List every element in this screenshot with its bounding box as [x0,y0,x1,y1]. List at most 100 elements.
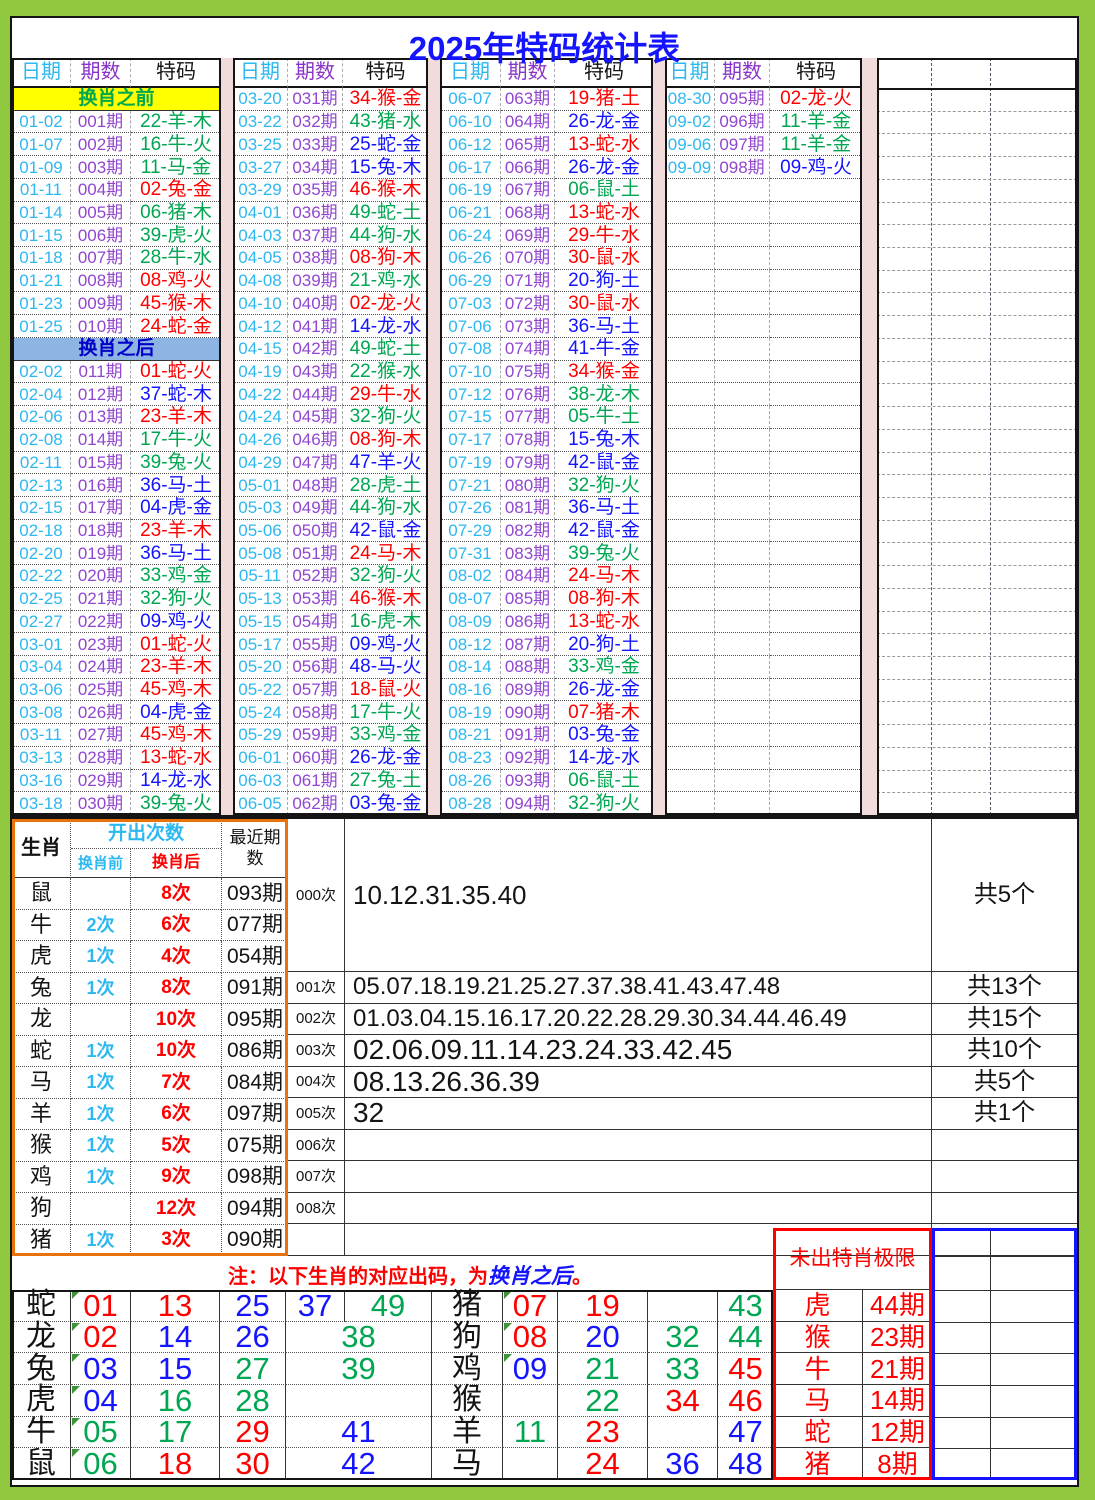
empty-grid-border [877,58,1077,815]
period-cell: 026期 [71,701,131,725]
period-cell: 007期 [71,247,131,270]
stats-zodiac: 蛇 [12,1035,71,1067]
period-cell: 082期 [501,519,555,543]
empty-code-cell [770,611,862,634]
date-cell: 06-24 [440,224,501,248]
empty-grid-row-line [877,247,1077,249]
date-cell: 09-06 [665,133,715,157]
date-cell: 03-11 [12,724,71,747]
empty-date-cell [665,746,715,770]
map-zodiac: 虎 [12,1385,71,1417]
empty-date-cell [665,269,715,293]
date-cell: 03-04 [12,655,71,679]
date-cell: 02-13 [12,474,71,497]
empty-date-cell [665,655,715,679]
code-cell: 24-马-木 [555,565,653,588]
code-cell: 32-狗-火 [343,565,428,588]
blue-box-row-line [932,1353,1077,1355]
empty-date-cell [665,565,715,588]
date-cell: 04-15 [233,337,288,361]
period-cell: 029期 [71,769,131,793]
date-cell: 04-01 [233,201,288,225]
stats-recent-period: 098期 [221,1161,288,1193]
period-cell: 003期 [71,156,131,179]
empty-period-cell [715,701,770,725]
date-cell: 01-11 [12,178,71,202]
date-cell: 03-22 [233,110,288,134]
code-cell: 08-狗-木 [343,429,428,452]
date-cell: 03-01 [12,633,71,656]
date-cell: 06-07 [440,88,501,111]
column-header-code: 特码 [770,58,862,88]
period-cell: 008期 [71,269,131,293]
date-cell: 04-05 [233,247,288,270]
empty-period-cell [715,610,770,634]
column-header-date: 日期 [665,58,715,88]
code-cell: 33-鸡-金 [343,724,428,747]
map-number: 06 [71,1448,131,1480]
map-number: 37 [286,1290,345,1322]
stats-zodiac: 鼠 [12,878,71,910]
map-number: 43 [718,1290,773,1322]
period-cell: 028期 [71,746,131,770]
empty-date-cell [665,337,715,361]
date-cell: 02-20 [12,542,71,566]
freq-total [932,1130,1077,1162]
code-cell: 34-猴-金 [555,361,653,384]
stats-recent-period: 054期 [221,941,288,973]
code-cell: 33-鸡-金 [555,656,653,679]
period-cell: 083期 [501,542,555,566]
code-cell: 36-马-土 [555,315,653,338]
empty-period-cell [715,655,770,679]
date-cell: 08-09 [440,610,501,634]
limit-red-border [773,1228,932,1480]
date-cell: 08-02 [440,565,501,588]
map-number: 38 [286,1322,431,1354]
code-cell: 05-牛-土 [555,406,653,429]
code-cell: 24-马-木 [343,542,428,566]
limit-zodiac: 猴 [773,1321,863,1354]
stats-header-after: 换肖后 [131,849,221,878]
date-cell: 01-25 [12,315,71,338]
empty-date-cell [665,519,715,543]
stats-recent-period: 086期 [221,1035,288,1067]
date-cell: 02-27 [12,610,71,634]
period-cell: 088期 [501,655,555,679]
empty-period-cell [715,542,770,566]
period-cell: 001期 [71,110,131,134]
limit-periods: 21期 [863,1353,932,1385]
map-zodiac: 龙 [12,1322,71,1354]
code-cell: 17-牛-火 [131,429,221,452]
code-cell: 23-羊-木 [131,656,221,679]
date-cell: 01-14 [12,201,71,225]
period-cell: 032期 [288,110,343,134]
note-highlight: 换肖之后 [488,1265,572,1288]
freq-numbers: 32 [345,1098,932,1130]
date-cell: 08-26 [440,769,501,793]
stats-after-count: 7次 [131,1067,221,1099]
period-cell: 065期 [501,133,555,157]
empty-date-cell [665,178,715,202]
map-number: 20 [558,1322,648,1354]
map-number: 21 [558,1353,648,1385]
map-number: 33 [648,1353,718,1385]
map-number: 03 [71,1353,131,1385]
code-cell: 13-蛇-水 [555,611,653,634]
map-number: 22 [558,1385,648,1417]
limit-zodiac: 猪 [773,1448,863,1480]
freq-label: 001次 [288,972,345,1004]
freq-numbers: 01.03.04.15.16.17.20.22.28.29.30.34.44.4… [345,1003,932,1036]
column-header-code: 特码 [343,58,428,88]
date-cell: 05-13 [233,587,288,611]
map-number [286,1385,431,1417]
code-cell: 22-羊-木 [131,111,221,134]
stats-after-count: 8次 [131,878,221,910]
empty-date-cell [665,678,715,702]
empty-date-cell [665,496,715,520]
date-cell: 05-29 [233,724,288,747]
date-cell: 05-08 [233,542,288,566]
code-cell: 39-兔-火 [131,452,221,475]
empty-code-cell [770,247,862,270]
period-cell: 043期 [288,360,343,384]
period-cell: 051期 [288,542,343,566]
